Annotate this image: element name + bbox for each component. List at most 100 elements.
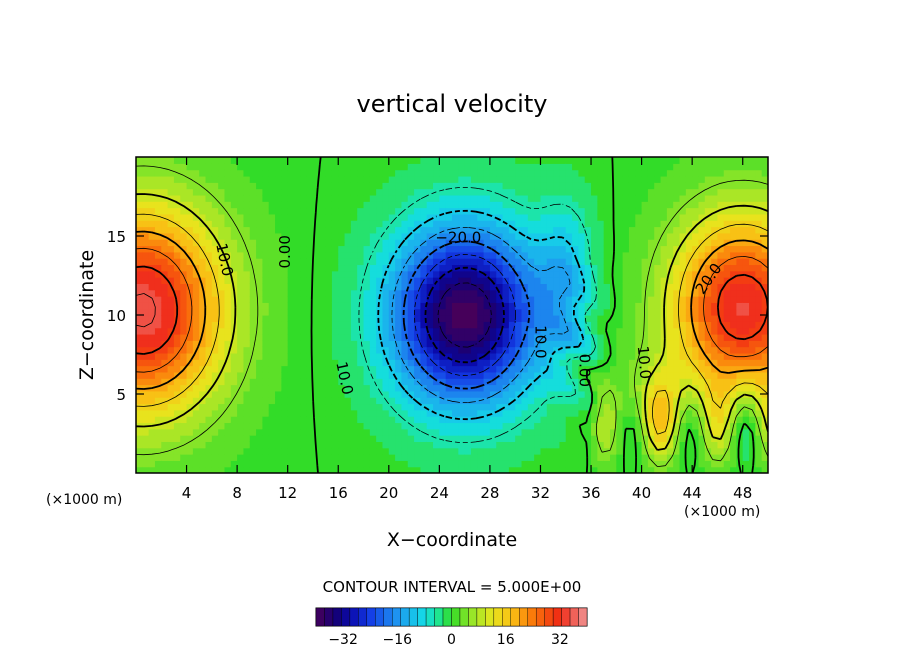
field-cell: [173, 175, 181, 183]
field-cell: [635, 359, 643, 367]
field-cell: [350, 327, 358, 335]
field-cell: [376, 258, 384, 266]
field-cell: [489, 454, 497, 461]
field-cell: [426, 220, 434, 228]
field-cell: [426, 365, 434, 373]
field-cell: [154, 428, 162, 436]
field-cell: [312, 365, 320, 373]
field-cell: [685, 239, 693, 247]
field-cell: [218, 258, 226, 266]
field-cell: [344, 327, 352, 335]
field-cell: [628, 447, 636, 455]
field-cell: [470, 352, 478, 360]
field-cell: [685, 201, 693, 209]
field-cell: [742, 296, 750, 303]
field-cell: [572, 283, 579, 291]
field-cell: [338, 403, 346, 411]
field-cell: [578, 239, 586, 247]
field-cell: [224, 194, 232, 202]
field-cell: [534, 321, 542, 329]
field-cell: [616, 384, 624, 392]
field-cell: [439, 239, 447, 247]
field-cell: [167, 397, 175, 405]
field-cell: [312, 390, 320, 398]
field-cell: [572, 384, 579, 392]
field-cell: [755, 251, 763, 259]
field-cell: [730, 315, 737, 322]
field-cell: [376, 270, 384, 278]
field-cell: [420, 251, 428, 259]
field-cell: [502, 226, 510, 234]
field-cell: [597, 365, 605, 373]
field-cell: [369, 315, 377, 322]
field-cell: [167, 169, 175, 177]
field-cell: [439, 207, 447, 215]
field-cell: [622, 422, 630, 430]
field-cell: [477, 422, 485, 430]
field-cell: [148, 441, 156, 449]
field-cell: [420, 460, 428, 468]
field-cell: [489, 213, 497, 221]
field-cell: [679, 409, 687, 417]
field-cell: [660, 371, 668, 379]
field-cell: [192, 428, 200, 436]
field-cell: [641, 194, 649, 202]
field-cell: [616, 454, 624, 461]
field-cell: [237, 428, 245, 436]
field-cell: [742, 327, 750, 335]
field-cell: [407, 460, 415, 468]
field-cell: [723, 283, 731, 291]
field-cell: [281, 422, 289, 430]
field-cell: [142, 454, 150, 461]
field-cell: [527, 232, 535, 240]
field-cell: [439, 403, 447, 411]
field-cell: [749, 258, 756, 266]
field-cell: [268, 201, 276, 209]
field-cell: [515, 194, 523, 202]
field-cell: [262, 352, 270, 360]
field-cell: [388, 454, 396, 461]
field-cell: [749, 327, 756, 335]
field-cell: [388, 390, 396, 398]
field-cell: [445, 308, 453, 316]
field-cell: [730, 302, 737, 310]
field-cell: [319, 220, 327, 228]
field-cell: [527, 277, 535, 284]
field-cell: [445, 169, 453, 177]
field-cell: [458, 390, 466, 398]
field-cell: [641, 428, 649, 436]
field-cell: [439, 460, 447, 468]
field-cell: [452, 308, 459, 316]
field-cell: [350, 251, 358, 259]
field-cell: [325, 447, 333, 455]
field-cell: [597, 466, 605, 473]
field-cell: [603, 296, 611, 303]
field-cell: [230, 416, 238, 424]
field-cell: [622, 163, 630, 171]
field-cell: [363, 258, 371, 266]
field-cell: [319, 226, 327, 234]
field-cell: [685, 466, 693, 473]
field-cell: [730, 194, 737, 202]
field-cell: [622, 258, 630, 266]
field-cell: [546, 378, 554, 386]
field-cell: [199, 232, 207, 240]
field-cell: [723, 251, 731, 259]
field-cell: [420, 466, 428, 473]
field-cell: [211, 239, 219, 247]
field-cell: [426, 270, 434, 278]
field-cell: [281, 226, 289, 234]
field-cell: [477, 365, 485, 373]
field-cell: [470, 264, 478, 272]
field-cell: [161, 359, 169, 367]
field-cell: [540, 346, 548, 354]
field-cell: [395, 454, 403, 461]
field-cell: [439, 447, 447, 455]
field-cell: [142, 182, 150, 190]
field-cell: [205, 277, 213, 284]
field-cell: [154, 283, 162, 291]
field-cell: [591, 428, 598, 436]
field-cell: [407, 447, 415, 455]
field-cell: [388, 270, 396, 278]
field-cell: [350, 384, 358, 392]
